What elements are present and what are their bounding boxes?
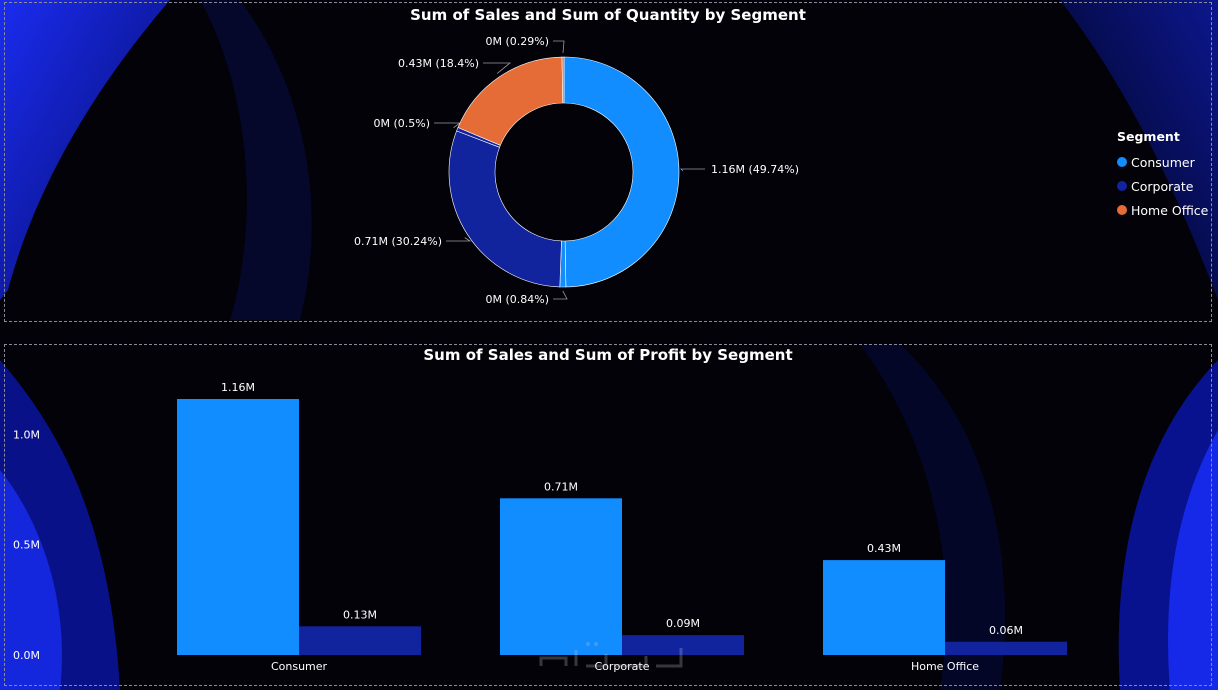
donut-data-label: 0M (0.29%): [485, 35, 549, 48]
donut-data-label: 0M (0.5%): [373, 117, 430, 130]
donut-legend: Segment Consumer Corporate Home Office: [1117, 129, 1208, 222]
donut-leader-line: [434, 122, 462, 129]
donut-leader-line: [446, 237, 472, 242]
legend-label: Home Office: [1131, 202, 1209, 218]
legend-label: Corporate: [1131, 178, 1194, 194]
bar-chart-title: Sum of Sales and Sum of Profit by Segmen…: [423, 346, 793, 364]
bar-data-label: 0.71M: [544, 480, 578, 493]
donut-leader-line: [553, 290, 568, 300]
donut-data-label: 0M (0.84%): [485, 293, 549, 306]
donut-slice-consumer[interactable]: [563, 56, 680, 288]
legend-title: Segment: [1117, 129, 1180, 144]
donut-slice-home-office[interactable]: [457, 56, 564, 146]
bar-sum-of-profit-corporate[interactable]: [622, 635, 744, 655]
x-tick-label: Consumer: [271, 660, 328, 673]
donut-data-label: 0.43M (18.4%): [398, 57, 479, 70]
y-tick-label: 0.0M: [13, 649, 40, 662]
bar-sum-of-sales-consumer[interactable]: [177, 399, 299, 655]
donut-data-label: 0.71M (30.24%): [354, 235, 442, 248]
legend-dot-icon: [1117, 181, 1127, 191]
x-tick-label: Home Office: [911, 660, 979, 673]
watermark-logo-icon: [539, 642, 683, 668]
bar-data-label: 0.43M: [867, 542, 901, 555]
donut-chart-title: Sum of Sales and Sum of Quantity by Segm…: [410, 6, 806, 24]
bar-chart: 0.0M 0.5M 1.0M 1.16M 0.13M Consumer 0.71M 0.09M…: [13, 381, 1067, 673]
donut-data-label: 1.16M (49.74%): [711, 163, 799, 176]
bar-data-label: 1.16M: [221, 381, 255, 394]
donut-chart: 1.16M (49.74%) 0M (0.84%) 0.71M (30.24%) 0M…: [354, 35, 799, 306]
y-tick-label: 1.0M: [13, 428, 40, 441]
bar-sum-of-profit-home-office[interactable]: [945, 641, 1067, 655]
legend-dot-icon: [1117, 205, 1127, 215]
bar-data-label: 0.06M: [989, 624, 1023, 637]
legend-item-home-office[interactable]: Home Office: [1117, 198, 1208, 222]
bar-data-label: 0.09M: [666, 617, 700, 630]
legend-label: Consumer: [1131, 154, 1195, 170]
legend-item-corporate[interactable]: Corporate: [1117, 174, 1208, 198]
bar-chart-panel[interactable]: Sum of Sales and Sum of Profit by Segmen…: [4, 344, 1212, 686]
bar-sum-of-profit-consumer[interactable]: [299, 626, 421, 655]
donut-slice-corporate[interactable]: [448, 130, 562, 288]
y-tick-label: 0.5M: [13, 539, 40, 552]
bar-sum-of-sales-corporate[interactable]: [500, 498, 622, 655]
legend-dot-icon: [1117, 157, 1127, 167]
legend-item-consumer[interactable]: Consumer: [1117, 150, 1208, 174]
donut-leader-line: [680, 168, 705, 172]
donut-leader-line: [483, 62, 512, 74]
donut-chart-panel[interactable]: Sum of Sales and Sum of Quantity by Segm…: [4, 2, 1212, 322]
bar-data-label: 0.13M: [343, 608, 377, 621]
donut-leader-line: [553, 40, 565, 54]
bar-sum-of-sales-home-office[interactable]: [823, 560, 945, 655]
donut-slice-home-office-small[interactable]: [561, 56, 565, 104]
x-tick-label: Corporate: [595, 660, 650, 673]
